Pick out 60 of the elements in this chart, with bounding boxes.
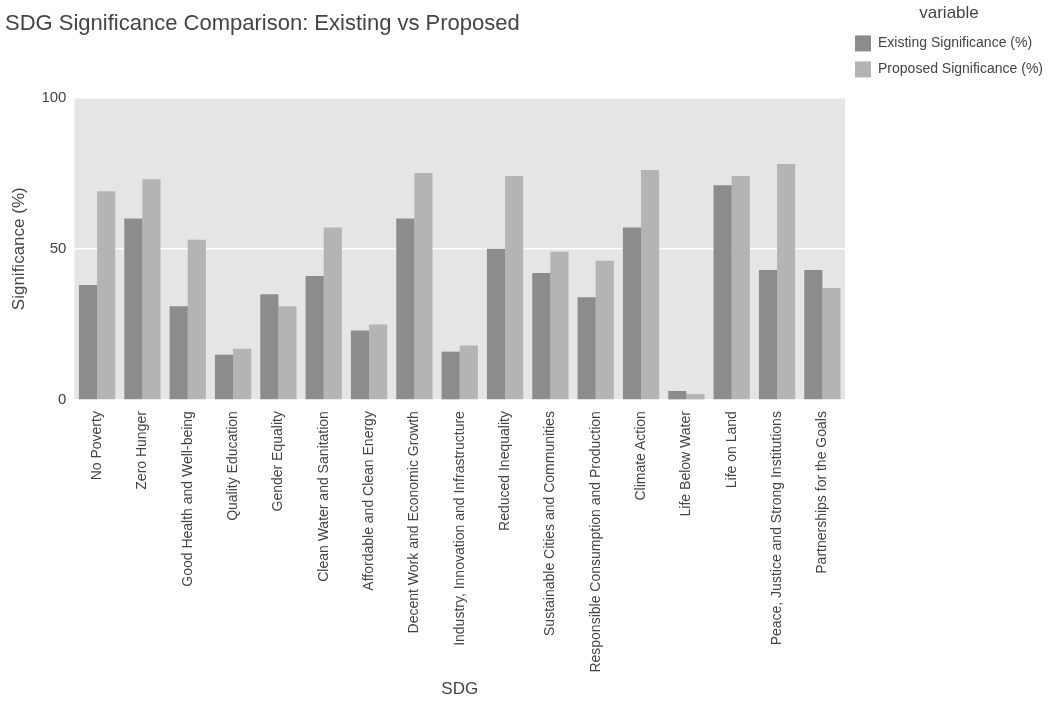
bar (142, 179, 161, 400)
bar (577, 297, 596, 400)
bar (758, 269, 778, 400)
x-tick-label: Sustainable Cities and Communities (541, 411, 558, 636)
bar (441, 351, 460, 400)
bar (459, 345, 478, 400)
x-tick-label: Climate Action (631, 411, 648, 501)
bar (550, 251, 569, 400)
x-tick-label: Peace, Justice and Strong Institutions (767, 411, 784, 646)
bar (233, 348, 252, 400)
x-tick-label: Life on Land (722, 411, 739, 489)
chart-title: SDG Significance Comparison: Existing vs Proposed (5, 10, 520, 36)
x-axis-title: SDG (441, 679, 479, 699)
bar (713, 185, 732, 400)
bar (822, 288, 841, 400)
y-tick-label: 50 (49, 238, 67, 256)
x-tick-label: Affordable and Clean Energy (359, 411, 376, 591)
x-tick-label: Life Below Water (677, 410, 694, 517)
bar (641, 170, 660, 400)
bar (169, 306, 188, 400)
x-tick-label: Clean Water and Sanitation (314, 411, 331, 582)
bar (804, 269, 823, 400)
bar (278, 306, 297, 400)
x-tick-label: Decent Work and Economic Growth (405, 411, 422, 634)
x-tick-label: Partnerships for the Goals (813, 411, 830, 574)
bar (731, 176, 750, 400)
bar (668, 391, 687, 400)
bar (486, 248, 506, 400)
bar (78, 285, 98, 400)
y-axis-title: Significance (%) (8, 187, 28, 311)
bar (369, 324, 388, 400)
bar (622, 227, 642, 400)
bar (414, 173, 433, 400)
x-tick-label: Gender Equality (269, 411, 286, 512)
bar (97, 191, 116, 400)
bar (214, 354, 234, 400)
x-tick-label: Quality Education (223, 411, 240, 521)
bar (187, 239, 206, 400)
bar (505, 176, 524, 400)
bar (595, 260, 614, 400)
bar (260, 294, 279, 400)
y-tick-label: 100 (41, 87, 67, 105)
bar (305, 276, 324, 400)
bar (396, 218, 415, 400)
bar (124, 218, 143, 400)
bar (323, 227, 342, 400)
x-tick-label: Reduced Inequality (495, 411, 512, 531)
bar (686, 394, 705, 400)
x-tick-label: Zero Hunger (133, 410, 150, 490)
legend-label: Proposed Significance (%) (878, 60, 1044, 77)
bar (777, 164, 796, 400)
legend-title: variable (919, 3, 979, 23)
bar (350, 330, 370, 400)
x-tick-label: Industry, Innovation and Infrastructure (450, 410, 467, 646)
x-tick-label: Responsible Consumption and Production (586, 411, 603, 673)
legend-label: Existing Significance (%) (878, 34, 1033, 51)
y-tick-label: 0 (58, 390, 67, 408)
x-tick-label: No Poverty (87, 411, 104, 481)
bar (532, 272, 551, 400)
x-tick-label: Good Health and Well-being (178, 411, 195, 587)
